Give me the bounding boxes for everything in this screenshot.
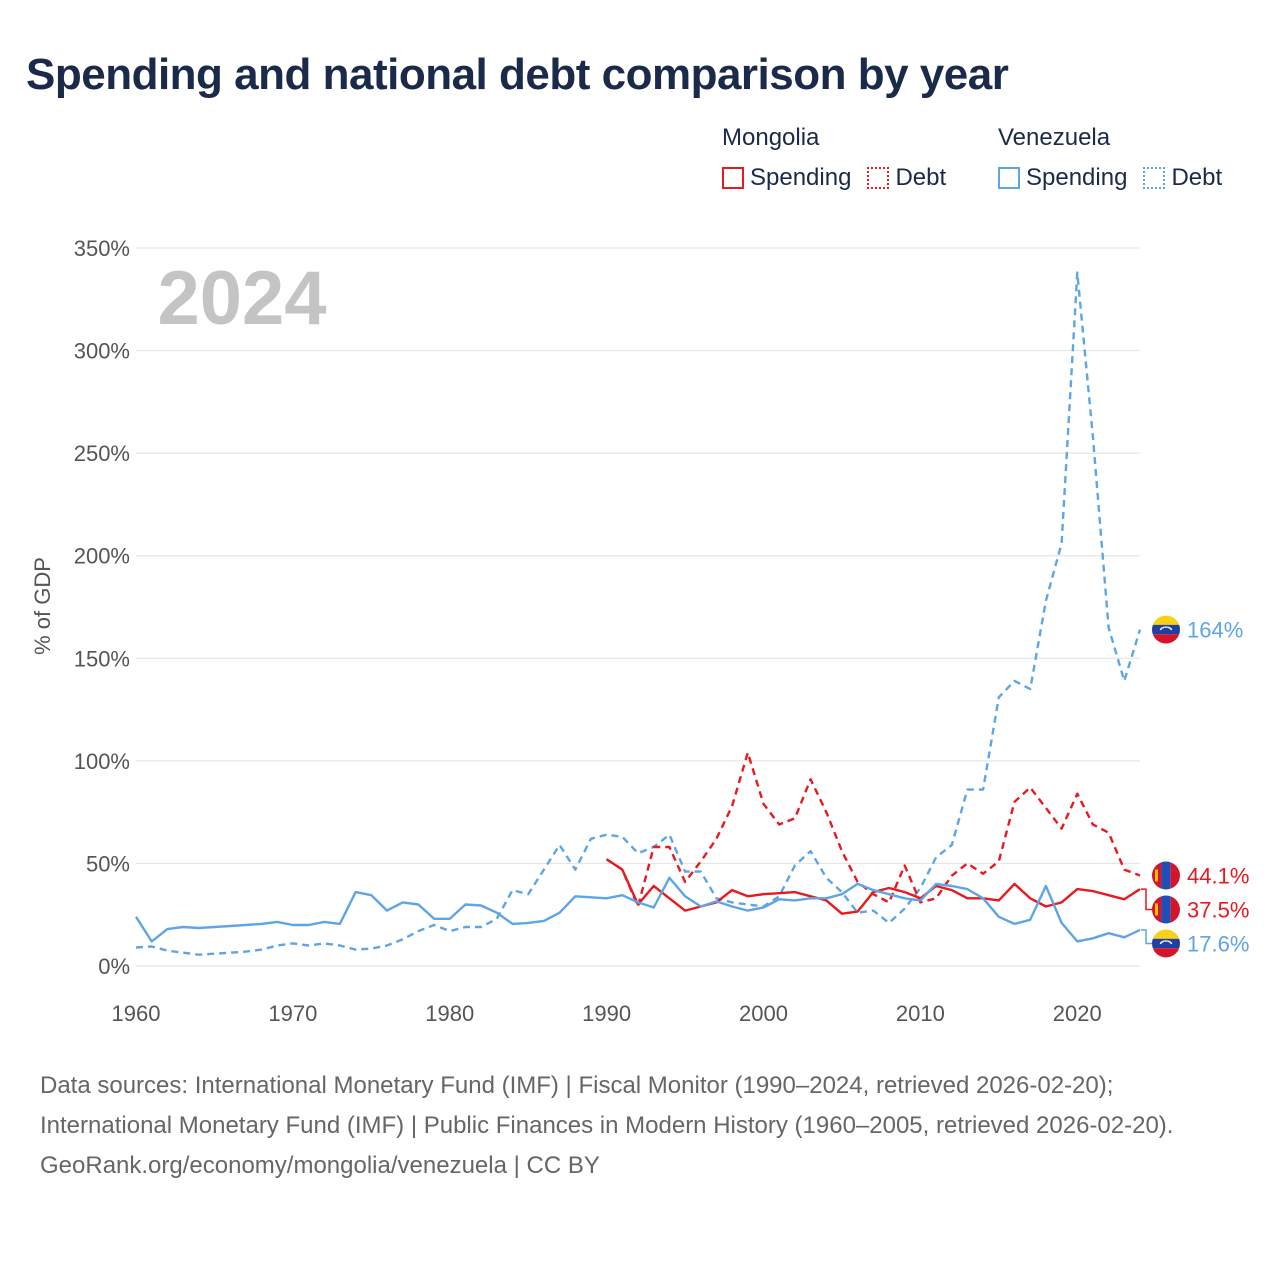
x-tick-label: 1960 bbox=[112, 1001, 161, 1026]
flag-star bbox=[1167, 626, 1170, 629]
flag-band-red bbox=[1170, 861, 1180, 890]
x-tick-label: 2010 bbox=[896, 1001, 945, 1026]
flag-star bbox=[1170, 628, 1173, 631]
series-line-venezuela-debt[interactable] bbox=[135, 271, 1142, 956]
end-label-venezuela: 164% bbox=[1187, 618, 1243, 643]
flag-band-blue bbox=[1161, 895, 1171, 924]
x-tick-label: 1970 bbox=[268, 1001, 317, 1026]
flag-stripe-blue bbox=[1152, 938, 1180, 949]
y-tick-label: 300% bbox=[74, 339, 130, 364]
sources-attribution[interactable]: GeoRank.org/economy/mongolia/venezuela |… bbox=[40, 1152, 600, 1179]
flag-band-blue bbox=[1161, 861, 1171, 890]
year-watermark: 2024 bbox=[157, 256, 326, 341]
y-axis-label: % of GDP bbox=[30, 557, 55, 655]
tick-layer: 0% 50% 100% 150% 200% 250% 300% 350% 1960 1970 198… bbox=[74, 236, 1102, 1026]
end-label-venezuela: 17.6% bbox=[1187, 932, 1249, 957]
x-tick-label: 2000 bbox=[739, 1001, 788, 1026]
flag-star bbox=[1162, 940, 1165, 943]
flag-star bbox=[1164, 940, 1166, 942]
sources-citation: Data sources: International Monetary Fun… bbox=[40, 1072, 1174, 1139]
flag-stripe-red bbox=[1152, 634, 1180, 644]
flag-stripe-yellow bbox=[1152, 615, 1180, 625]
legend-mongolia-debt[interactable]: Debt bbox=[867, 164, 946, 192]
series-line-mongolia-debt[interactable] bbox=[605, 751, 1141, 908]
end-label-layer: 164% 44.1% 37.5% 17.6% bbox=[1141, 615, 1249, 958]
line-chart: 2024 % of GDP 0% 50% 100% 150% 200% 250% 300% 3… bbox=[30, 236, 1249, 1026]
legend-dotted-swatch-icon bbox=[867, 167, 890, 189]
end-label-connector bbox=[1141, 888, 1152, 911]
legend-label: Spending bbox=[1026, 164, 1128, 191]
legend-country-venezuela: Venezuela bbox=[998, 124, 1111, 151]
end-label-mongolia: 44.1% bbox=[1187, 864, 1249, 889]
y-tick-label: 100% bbox=[74, 749, 130, 774]
x-tick-label: 1980 bbox=[425, 1001, 474, 1026]
flag-star bbox=[1164, 626, 1166, 628]
venezuela-flag-icon bbox=[1152, 615, 1180, 644]
x-tick-label: 1990 bbox=[582, 1001, 631, 1026]
grid-layer bbox=[136, 247, 1140, 967]
flag-star bbox=[1160, 941, 1163, 944]
flag-star bbox=[1166, 940, 1168, 942]
legend-label: Debt bbox=[895, 164, 947, 191]
y-tick-label: 50% bbox=[86, 851, 130, 876]
flag-band-red bbox=[1170, 895, 1180, 924]
legend-venezuela-spending[interactable]: Spending bbox=[998, 164, 1127, 192]
legend-mongolia: Mongolia Spending Debt bbox=[722, 124, 962, 192]
flag-star bbox=[1167, 940, 1170, 943]
flag-star bbox=[1162, 626, 1165, 629]
mongolia-flag-icon bbox=[1152, 861, 1180, 890]
flag-stripe-yellow bbox=[1152, 929, 1180, 939]
legend-solid-swatch-icon bbox=[998, 167, 1020, 189]
legend-country-mongolia: Mongolia bbox=[722, 124, 820, 151]
y-tick-label: 0% bbox=[98, 954, 130, 979]
end-label-mongolia: 37.5% bbox=[1187, 898, 1249, 923]
legend-solid-swatch-icon bbox=[722, 167, 744, 189]
y-tick-label: 350% bbox=[74, 236, 130, 261]
legend-venezuela: Venezuela Spending Debt bbox=[998, 124, 1222, 192]
end-label-connector bbox=[1141, 929, 1152, 945]
flag-stripe-blue bbox=[1152, 624, 1180, 635]
flag-star bbox=[1160, 627, 1163, 630]
legend-label: Debt bbox=[1171, 164, 1223, 191]
y-tick-label: 200% bbox=[74, 544, 130, 569]
y-tick-label: 150% bbox=[74, 646, 130, 671]
data-sources: Data sources: International Monetary Fun… bbox=[40, 1066, 1240, 1186]
legend-dotted-swatch-icon bbox=[1143, 167, 1166, 189]
flag-stripe-red bbox=[1152, 948, 1180, 958]
venezuela-flag-icon bbox=[1152, 929, 1180, 958]
series-layer bbox=[134, 271, 1142, 956]
flag-soyombo bbox=[1155, 903, 1158, 916]
flag-soyombo bbox=[1155, 869, 1158, 882]
legend-label: Spending bbox=[750, 164, 852, 191]
x-tick-label: 2020 bbox=[1053, 1001, 1102, 1026]
flag-star bbox=[1166, 626, 1168, 628]
mongolia-flag-icon bbox=[1152, 895, 1180, 924]
legend-venezuela-debt[interactable]: Debt bbox=[1143, 164, 1222, 192]
y-tick-label: 250% bbox=[74, 441, 130, 466]
flag-star bbox=[1170, 942, 1173, 945]
series-line-venezuela-spending[interactable] bbox=[134, 876, 1141, 943]
series-line-mongolia-spending[interactable] bbox=[605, 858, 1141, 915]
legend-mongolia-spending[interactable]: Spending bbox=[722, 164, 851, 192]
chart-title: Spending and national debt comparison by… bbox=[26, 50, 1009, 99]
